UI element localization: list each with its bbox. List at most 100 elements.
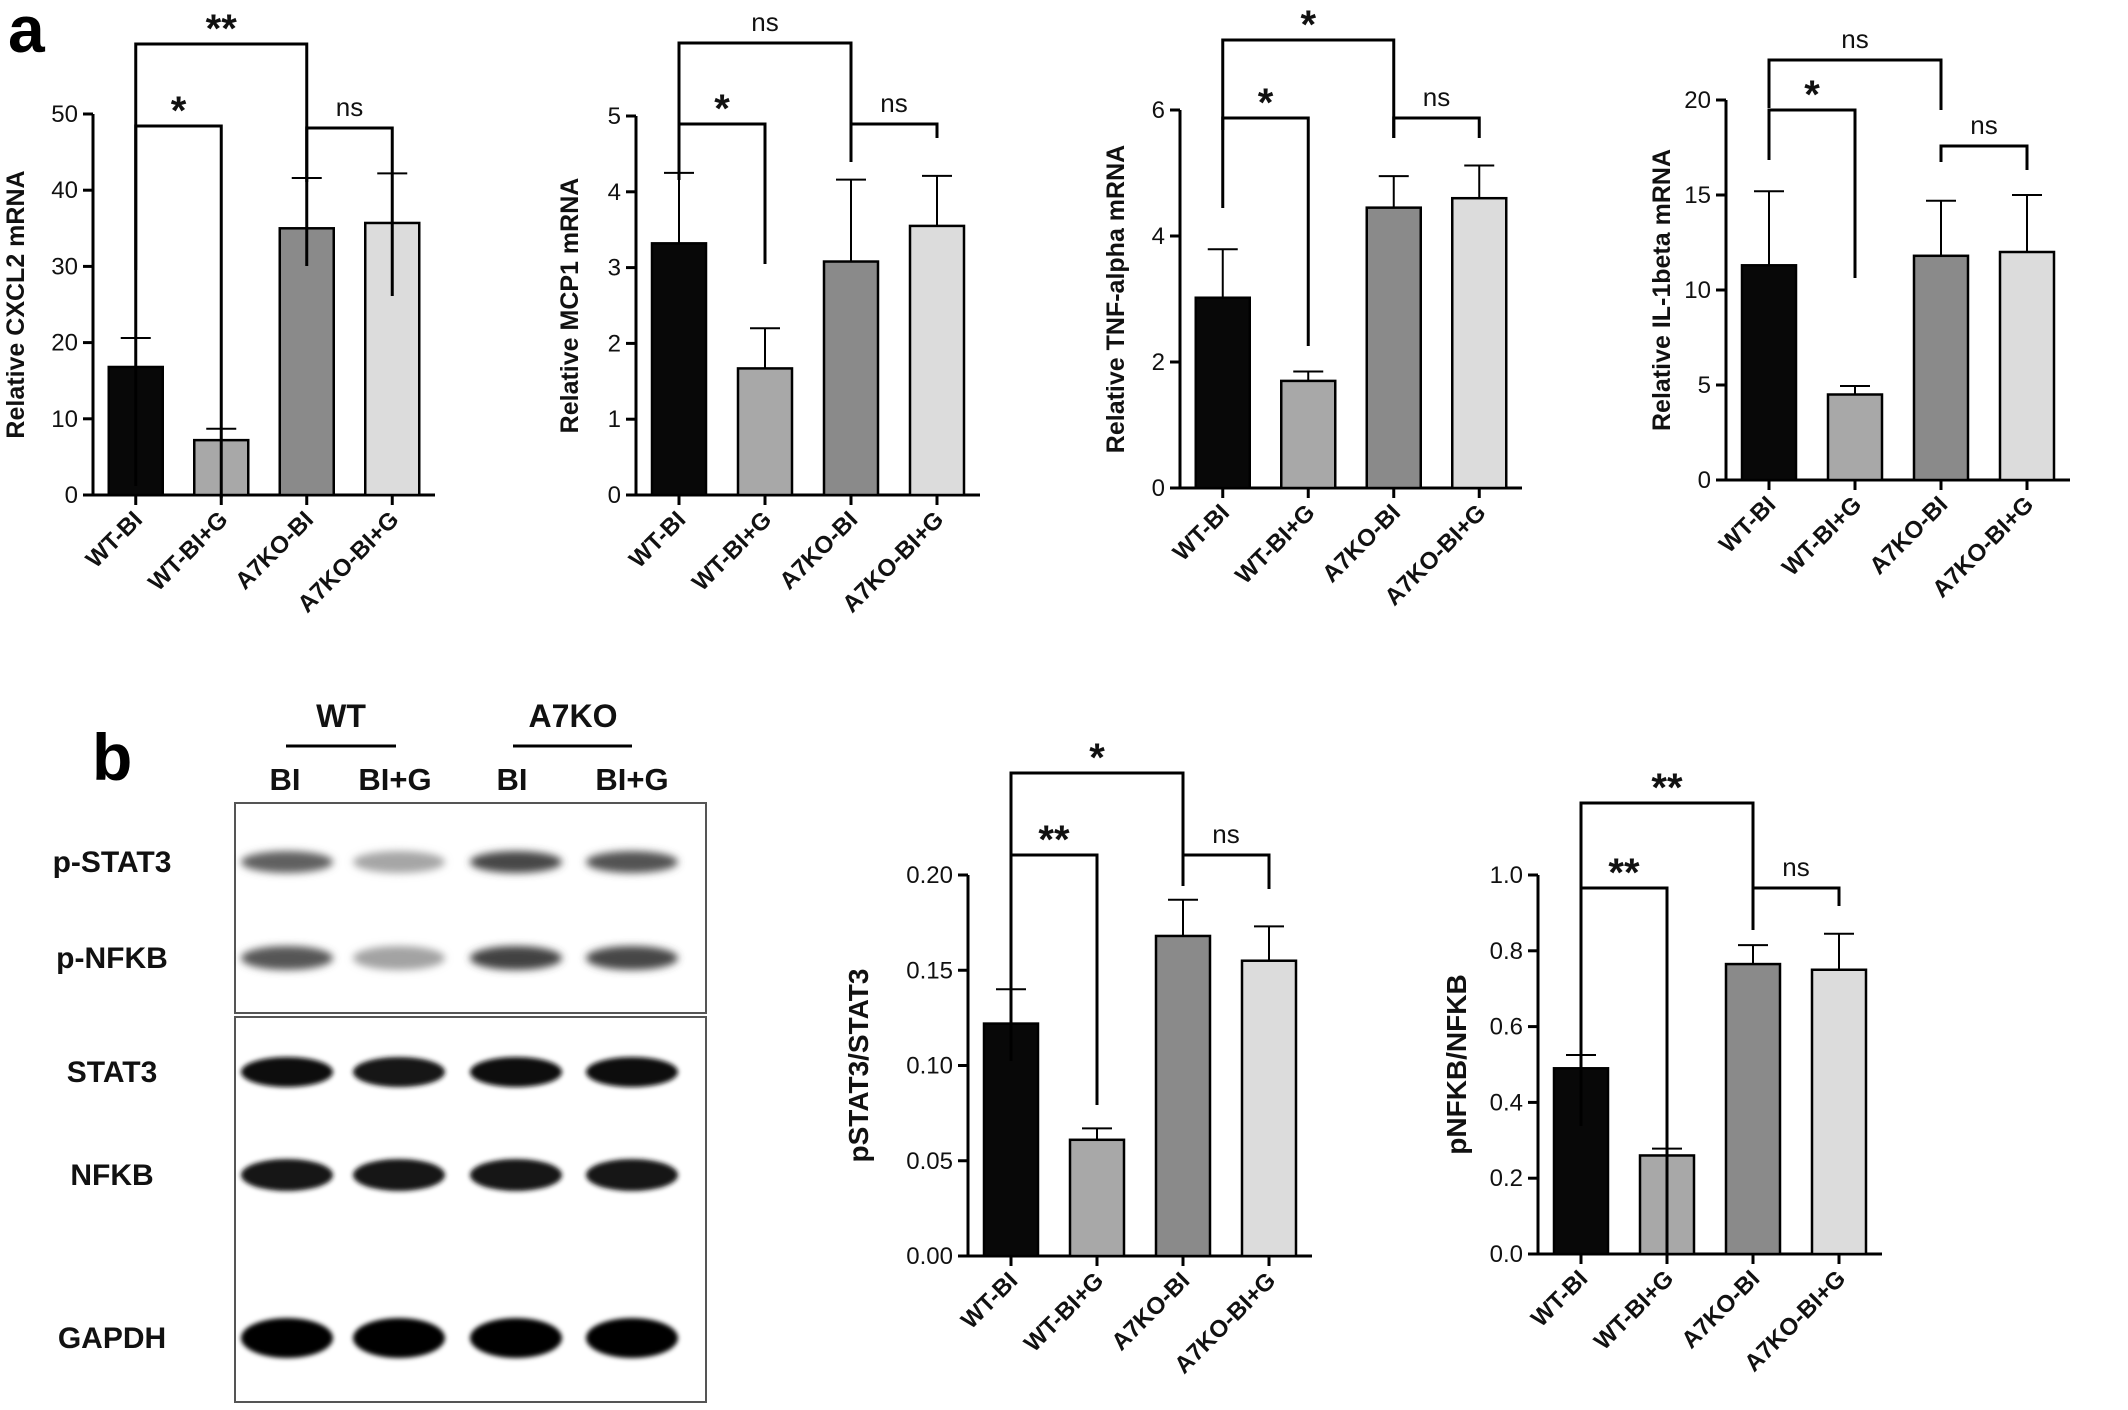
y-tick-label: 0.0 (1490, 1241, 1523, 1268)
significance-label: ns (751, 7, 778, 37)
blot-band (470, 1057, 562, 1087)
x-tick-label: A7KO-BI (1317, 499, 1406, 588)
blot-band (470, 946, 562, 970)
panel-b-label: b (92, 720, 132, 794)
significance-bracket (849, 122, 939, 162)
y-tick-label: 6 (1152, 97, 1165, 124)
blot-lane-label: BI (497, 762, 528, 797)
x-tick-label: WT-BI+G (1589, 1265, 1679, 1355)
y-tick-label: 0 (65, 482, 78, 509)
significance-bracket (677, 41, 853, 180)
significance-bracket (1221, 116, 1310, 346)
y-tick-label: 10 (1684, 277, 1711, 304)
bar (736, 367, 794, 497)
significance-bracket (1579, 801, 1755, 888)
x-tick-label: WT-BI (1714, 491, 1781, 558)
bar (1240, 959, 1298, 1258)
significance-bracket (1009, 771, 1185, 857)
y-tick-label: 3 (608, 255, 621, 282)
y-tick-label: 4 (1152, 223, 1165, 250)
x-tick-label: WT-BI (81, 506, 148, 573)
y-axis-label: pNFKB/NFKB (1441, 974, 1472, 1154)
blot-band (241, 851, 333, 873)
y-tick-label: 0.00 (906, 1243, 953, 1270)
blot-band (470, 1159, 562, 1191)
y-axis-label: pSTAT3/STAT3 (843, 969, 874, 1163)
x-tick-label: A7KO-BI (230, 506, 319, 595)
blot-lane-label: BI+G (358, 762, 431, 797)
significance-bracket (1751, 886, 1841, 930)
y-tick-label: 0.15 (906, 957, 953, 984)
blot-row-label: STAT3 (67, 1056, 158, 1089)
blot-band (353, 946, 445, 970)
blot-band (353, 1159, 445, 1191)
y-tick-label: 0 (1152, 475, 1165, 502)
y-tick-label: 40 (51, 177, 78, 204)
y-tick-label: 10 (51, 406, 78, 433)
panel-a-label: a (8, 0, 46, 66)
y-tick-label: 50 (51, 101, 78, 128)
significance-label: ns (1423, 82, 1450, 112)
y-tick-label: 0 (608, 482, 621, 509)
significance-label: ** (1651, 766, 1683, 810)
y-tick-label: 0.8 (1490, 938, 1523, 965)
significance-label: ns (1970, 110, 1997, 140)
blot-band (353, 851, 445, 873)
bar (1365, 206, 1422, 490)
significance-label: * (171, 89, 187, 133)
blot-band (241, 1159, 333, 1191)
chart-pnfkb-ratio: 0.0 0.2 0.4 0.6 0.8 1.0 pNFKB/NFKB WT-BIWT-BI+G… (1441, 766, 1882, 1377)
blot-row-label: GAPDH (58, 1322, 166, 1355)
x-tick-label: WT-BI (624, 506, 691, 573)
bar (1810, 968, 1868, 1256)
x-tick-label: A7KO-BI (1676, 1265, 1765, 1354)
significance-label: * (1089, 736, 1105, 780)
y-tick-label: 20 (1684, 87, 1711, 114)
blot-row-label: NFKB (70, 1159, 153, 1192)
y-tick-label: 0.10 (906, 1053, 953, 1080)
bar (1998, 250, 2056, 482)
significance-bracket (1939, 144, 2029, 170)
western-blot: WT A7KO BI BI+G BI BI+G p-STAT3 p-NFKB STA… (53, 698, 707, 1403)
significance-bracket (1181, 853, 1271, 889)
chart-il1beta: 0 5 10 15 20 Relative IL-1beta mRNA WT-BIWT-BI… (1648, 24, 2070, 603)
y-tick-label: 5 (608, 103, 621, 130)
y-tick-label: 15 (1684, 182, 1711, 209)
significance-label: * (1258, 81, 1274, 125)
bar (908, 224, 966, 497)
y-tick-label: 20 (51, 330, 78, 357)
y-tick-label: 1 (608, 406, 621, 433)
blot-band (586, 1057, 678, 1087)
bar (1740, 264, 1798, 482)
blot-band (470, 1318, 562, 1358)
y-tick-label: 2 (1152, 349, 1165, 376)
bar (650, 242, 708, 497)
significance-label: ns (1782, 852, 1809, 882)
significance-bracket (134, 124, 223, 498)
x-tick-label: WT-BI+G (143, 506, 233, 596)
y-tick-label: 5 (1698, 372, 1711, 399)
significance-label: ** (1608, 851, 1640, 895)
significance-bracket (1009, 853, 1099, 1105)
chart-mcp1: 0 1 2 3 4 5 Relative MCP1 mRNA WT-BIWT-BI+GA7KO… (556, 7, 980, 618)
y-tick-label: 2 (608, 330, 621, 357)
significance-bracket (305, 126, 394, 296)
y-axis-label: Relative MCP1 mRNA (556, 178, 584, 434)
y-tick-label: 1.0 (1490, 862, 1523, 889)
bar (278, 227, 335, 497)
blot-row-label: p-STAT3 (53, 846, 172, 879)
blot-band (470, 851, 562, 873)
blot-group-label-a7ko: A7KO (529, 698, 618, 734)
significance-label: * (1804, 73, 1820, 117)
x-tick-label: A7KO-BI (774, 506, 863, 595)
significance-label: ns (880, 88, 907, 118)
chart-pstat3-ratio: 0.00 0.05 0.10 0.15 0.20 pSTAT3/STAT3 WT-BIWT-… (843, 736, 1312, 1379)
bar (1451, 196, 1508, 490)
blot-band (586, 946, 678, 970)
bar (982, 1022, 1040, 1258)
blot-band (586, 851, 678, 873)
blot-band (353, 1318, 445, 1358)
y-tick-label: 0.05 (906, 1148, 953, 1175)
x-tick-label: WT-BI (956, 1267, 1023, 1334)
